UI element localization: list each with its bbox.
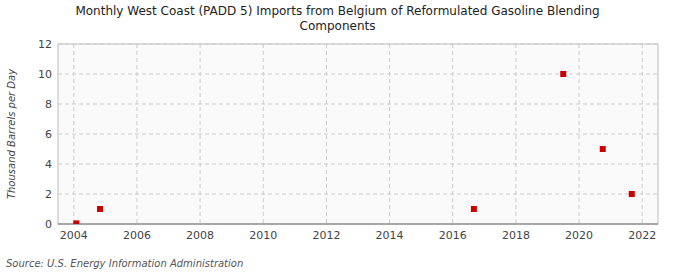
grid-line-y <box>58 44 658 45</box>
title: Monthly West Coast (PADD 5) Imports from… <box>75 4 599 33</box>
point <box>471 206 477 212</box>
grid-line-x <box>73 44 74 224</box>
grid-line-x <box>326 44 327 224</box>
x-tick-label: 2014 <box>376 229 404 242</box>
x-tick-label: 2020 <box>565 229 593 242</box>
grid-line-x <box>389 44 390 224</box>
grid-line-y <box>58 194 658 195</box>
point <box>97 206 103 212</box>
grid-line-x <box>579 44 580 224</box>
source-note: Source: U.S. Energy Information Administ… <box>6 258 243 269</box>
grid-line-y <box>58 134 658 135</box>
point <box>560 71 566 77</box>
grid <box>58 44 658 224</box>
y-tick-label: 4 <box>45 158 52 171</box>
x-tick-label: 2016 <box>439 229 467 242</box>
y-tick-label: 2 <box>45 188 52 201</box>
y-axis-label: Thousand Barrels per Day <box>6 68 17 199</box>
x-axis-line <box>58 224 658 225</box>
x-tick-label: 2008 <box>186 229 214 242</box>
y-tick-label: 8 <box>45 98 52 111</box>
points <box>73 71 634 224</box>
x-tick-label: 2004 <box>60 229 88 242</box>
grid-line-x <box>136 44 137 224</box>
grid-line-x <box>263 44 264 224</box>
grid-line-x <box>642 44 643 224</box>
x-tick-label: 2010 <box>249 229 277 242</box>
point <box>73 220 79 224</box>
x-tick-label: 2018 <box>502 229 530 242</box>
grid-line-y <box>58 224 658 225</box>
point <box>600 146 606 152</box>
grid-line-y <box>58 164 658 165</box>
grid-line-x <box>515 44 516 224</box>
grid-line-y <box>58 104 658 105</box>
y-tick-label: 12 <box>38 38 52 51</box>
x-tick-label: 2022 <box>628 229 656 242</box>
grid-line-x <box>452 44 453 224</box>
y-tick-label: 10 <box>38 68 52 81</box>
plot-area <box>58 44 658 224</box>
point <box>629 191 635 197</box>
x-tick-label: 2006 <box>123 229 151 242</box>
y-tick-label: 0 <box>45 218 52 231</box>
y-tick-label: 6 <box>45 128 52 141</box>
grid-line-x <box>200 44 201 224</box>
grid-line-y <box>58 74 658 75</box>
chart: Monthly West Coast (PADD 5) Imports from… <box>0 0 675 275</box>
x-tick-label: 2012 <box>312 229 340 242</box>
